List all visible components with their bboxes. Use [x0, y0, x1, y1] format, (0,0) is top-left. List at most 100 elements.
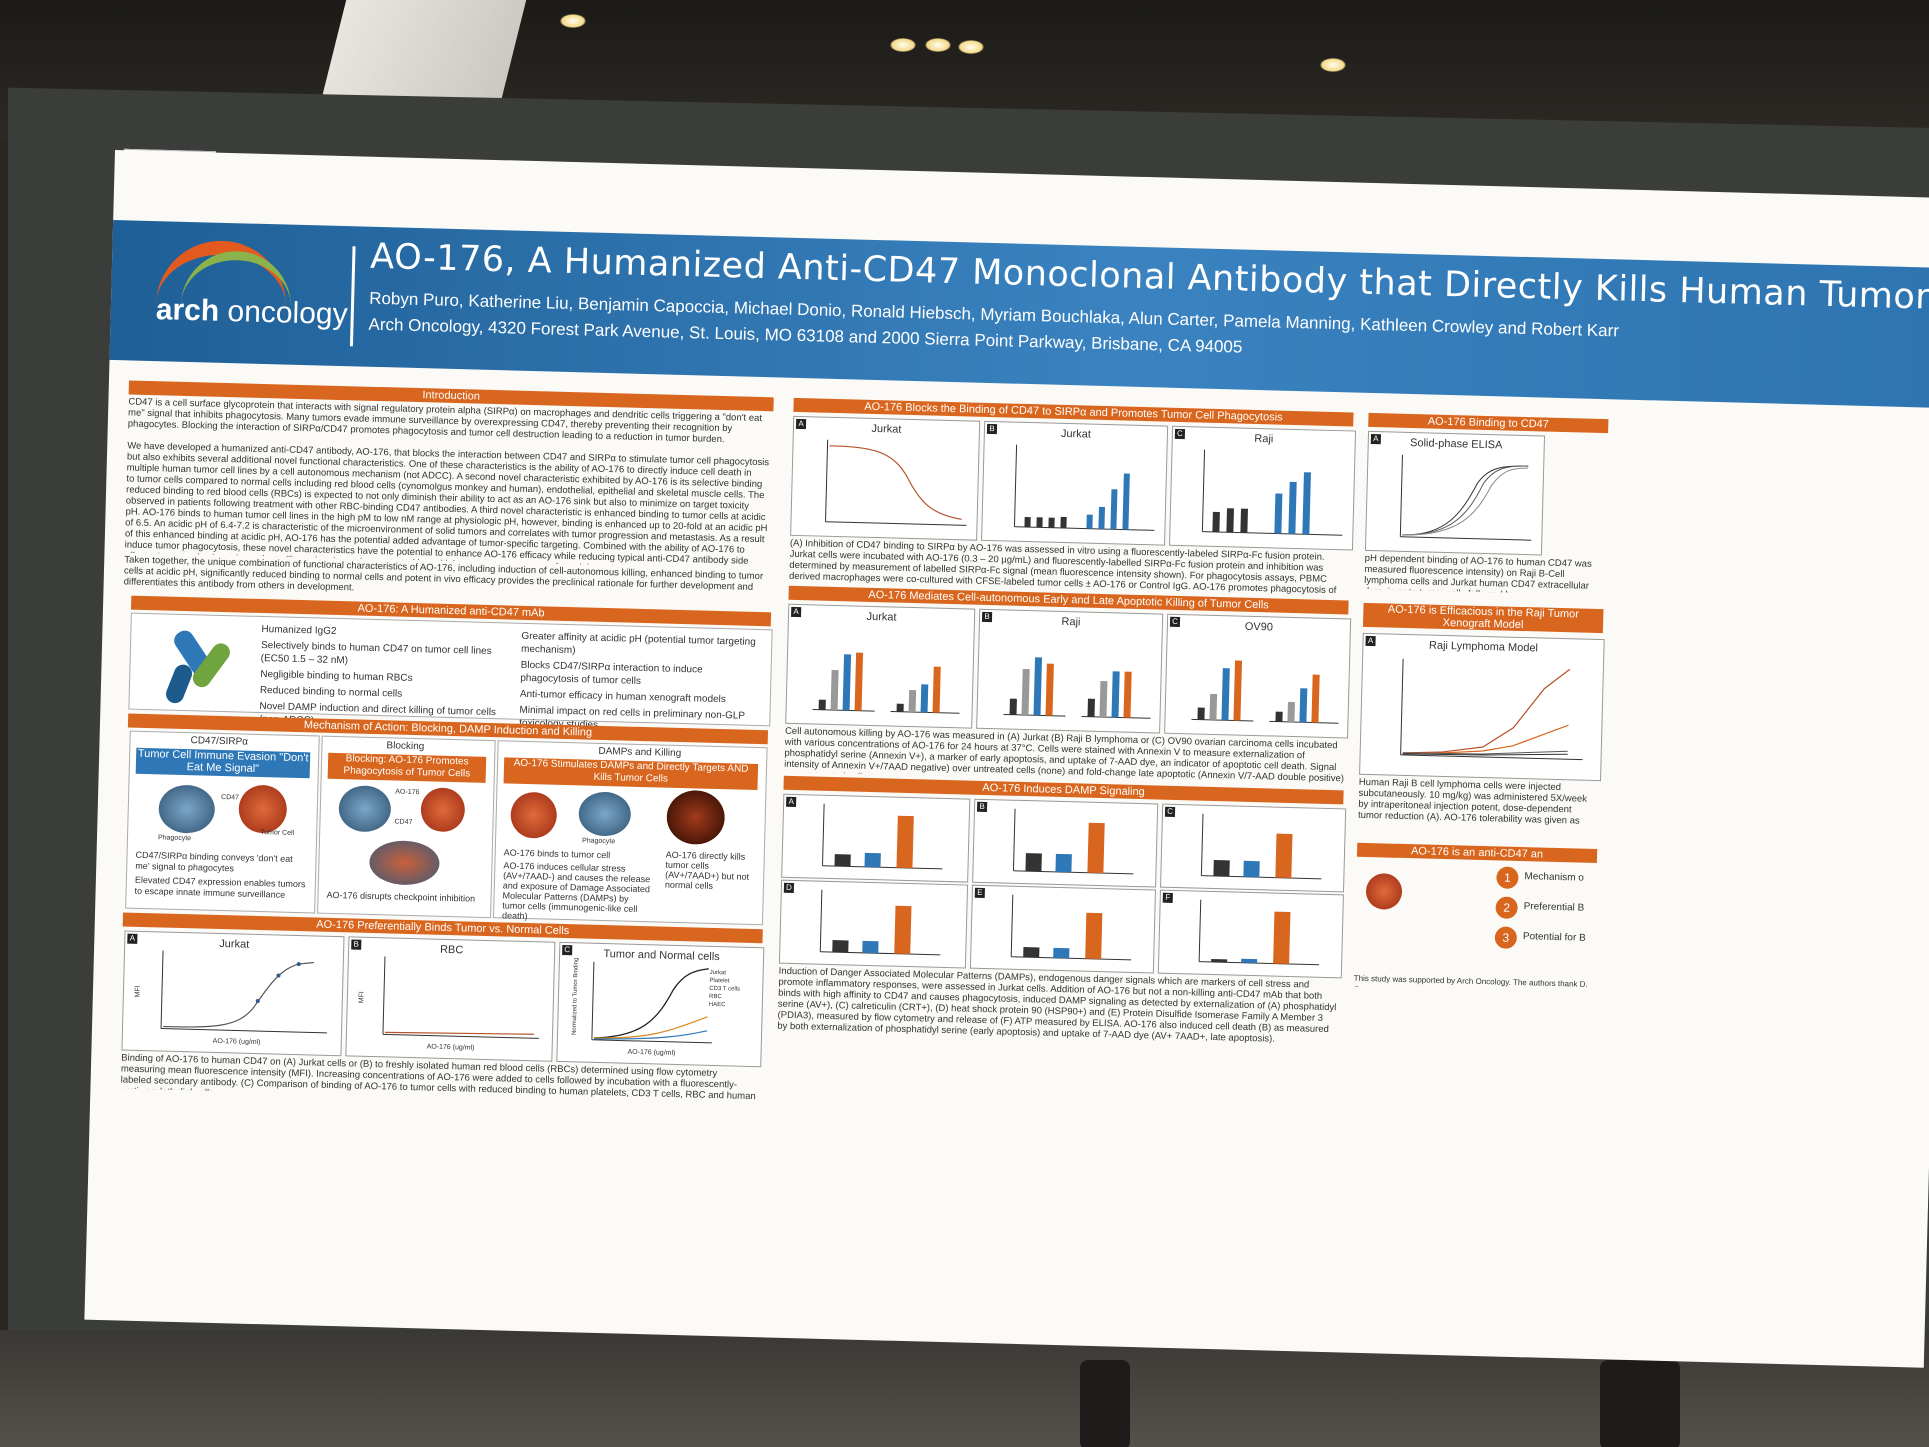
summary-item-2: Preferential B [1523, 901, 1585, 914]
raji-tumor-growth-curves [1400, 658, 1583, 761]
logo: arch oncology [155, 293, 348, 332]
ph-elisa-curves [1399, 454, 1532, 541]
binding-panel-a: A Jurkat MFI AO-176 (ug/ml) [121, 930, 345, 1057]
apop-panel-b: B Raji [976, 608, 1164, 734]
label-cd47: CD47 [220, 794, 240, 802]
binding-panel-c: C Tumor and Normal cells Normalized to T… [556, 941, 765, 1068]
summary-number-1: 1 [1496, 866, 1519, 889]
tumor-cell-icon [238, 784, 288, 834]
tumor-cell-icon [1365, 873, 1403, 910]
ceiling-light [925, 38, 951, 52]
moa-bullet: CD47/SIRPα binding conveys 'don't eat me… [135, 849, 293, 874]
mab-bullet: Selectively binds to human CD47 on tumor… [260, 639, 492, 667]
sirp-panel-c: C Raji [1169, 425, 1357, 551]
moa-col1: CD47/SIRPα Tumor Cell Immune Evasion "Do… [125, 730, 320, 914]
raji-panel: A Raji Lymphoma Model [1359, 632, 1605, 782]
damp-panel-c: C [1160, 803, 1347, 893]
moa-col3-box: AO-176 Stimulates DAMPs and Directly Tar… [503, 757, 759, 791]
moa-col1-list: CD47/SIRPα binding conveys 'don't eat me… [134, 850, 307, 904]
moa-col1-box: Tumor Cell Immune Evasion "Don't Eat Me … [135, 747, 311, 779]
moa-bullet: AO-176 disrupts checkpoint inhibition [326, 889, 476, 904]
damp-bars-e [1010, 894, 1132, 961]
sirp-inhibition-curve [825, 439, 967, 526]
raji-heading: AO-176 is Efficacious in the Raji Tumor … [1362, 602, 1604, 634]
phagocytosis-icon [368, 839, 441, 886]
summary-heading: AO-176 is an anti-CD47 an [1356, 842, 1598, 864]
damp-panel-b: B [972, 798, 1159, 888]
summary-item-3: Potential for B [1522, 931, 1586, 944]
summary-number-3: 3 [1494, 926, 1518, 949]
ceiling-light [560, 14, 586, 28]
mab-bullet: Blocks CD47/SIRPα interaction to induce … [520, 659, 703, 687]
label-phagocyte: Phagocyte [581, 837, 616, 846]
apop-bars-raji [1003, 657, 1151, 719]
damp-bars-c [1200, 813, 1322, 880]
poster-banner: arch oncology AO-176, A Humanized Anti-C… [109, 219, 1929, 409]
moa-col3: DAMPs and Killing AO-176 Stimulates DAMP… [493, 740, 768, 927]
mab-right-list: Greater affinity at acidic pH (potential… [519, 630, 762, 739]
ph-panel: A Solid-phase ELISA [1364, 430, 1546, 556]
ceiling-light [890, 38, 916, 52]
phagocyte-cell-icon [338, 785, 392, 833]
apop-panel-c: C OV90 [1164, 613, 1352, 739]
antibody-icon [166, 630, 230, 704]
ceiling-light [1320, 58, 1346, 72]
label-phagocyte: Phagocyte [157, 834, 192, 843]
mab-bullet: Greater affinity at acidic pH (potential… [520, 630, 756, 657]
binding-curve-jurkat [160, 950, 327, 1034]
binding-xlabel: AO-176 (ug/ml) [627, 1048, 676, 1057]
apop-bars-ov90 [1191, 660, 1339, 724]
binding-xlabel: AO-176 (ug/ml) [426, 1043, 475, 1052]
tumor-cell-icon [420, 787, 466, 833]
summary-item-1: Mechanism o [1524, 871, 1585, 884]
label-cd47: CD47 [394, 818, 413, 827]
moa-col3-list: AO-176 binds to tumor cell AO-176 induce… [502, 847, 654, 927]
moa-bullet: Elevated CD47 expression enables tumors … [134, 874, 306, 900]
binding-panel-b: B RBC MFI AO-176 (ug/ml) [345, 936, 556, 1062]
moa-col1-title: CD47/SIRPα [190, 735, 249, 748]
moa-col2: Blocking Blocking: AO-176 Promotes Phago… [317, 735, 496, 919]
sirp-panel-b: B Jurkat [981, 420, 1169, 546]
damp-caption: Induction of Danger Associated Molecular… [777, 965, 1337, 1045]
binding-curve-comparison [591, 961, 712, 1044]
raji-panel-title: Raji Lymphoma Model [1428, 639, 1539, 655]
phagocyte-cell-icon [578, 791, 632, 837]
ph-caption: pH dependent binding of AO-176 to human … [1363, 552, 1592, 596]
label-tumor-cell: Tumor Cell [260, 829, 295, 837]
acknowledgement: This study was supported by Arch Oncolog… [1353, 973, 1588, 993]
moa-col2-title: Blocking [386, 740, 425, 753]
moa-bullet: AO-176 induces cellular stress (AV+/7AAD… [501, 860, 651, 922]
intro-paragraph-2: We have developed a humanized anti-CD47 … [124, 440, 770, 570]
binding-xlabel: AO-176 (ug/ml) [212, 1037, 261, 1047]
moa-col2-box: Blocking: AO-176 Promotes Phagocytosis o… [327, 752, 487, 783]
phagocyte-cell-icon [158, 784, 216, 834]
logo-arch: arch [155, 293, 220, 328]
sirp-phago-bars-jurkat [1013, 444, 1155, 531]
moa-col2-list: AO-176 disrupts checkpoint inhibition [326, 889, 486, 909]
person-leg [1080, 1360, 1130, 1447]
dying-tumor-cell-icon [666, 789, 726, 846]
ph-heading: AO-176 Binding to CD47 [1368, 412, 1609, 434]
damp-bars-d [819, 889, 941, 956]
damp-panel-d: D [778, 879, 969, 969]
moa-col3-kill-text: AO-176 directly kills tumor cells (AV+/7… [664, 849, 750, 891]
moa-bullet: AO-176 binds to tumor cell [503, 847, 611, 861]
banner-divider [349, 246, 356, 347]
summary-number-2: 2 [1495, 896, 1518, 919]
sirp-phago-bars-raji [1201, 449, 1343, 536]
damp-panel-f: F [1157, 889, 1344, 979]
poster: arch oncology AO-176, A Humanized Anti-C… [84, 150, 1929, 1368]
label-ao176: AO-176 [395, 788, 420, 797]
mab-box: Humanized IgG2 Selectively binds to huma… [128, 612, 773, 731]
damp-panel-e: E [969, 884, 1156, 974]
damp-panel-a: A [781, 793, 971, 883]
ceiling-light [958, 40, 984, 54]
person-leg [1600, 1360, 1680, 1447]
moa-col3-title: DAMPs and Killing [598, 745, 682, 760]
binding-legend: Jurkat Platelet CD3 T cells RBC HAEC [709, 969, 741, 1010]
damp-bars-f [1198, 899, 1320, 966]
apop-panel-a: A Jurkat [785, 603, 976, 729]
tumor-cell-icon [510, 791, 558, 839]
raji-caption: Human Raji B cell lymphoma cells were in… [1357, 776, 1588, 828]
